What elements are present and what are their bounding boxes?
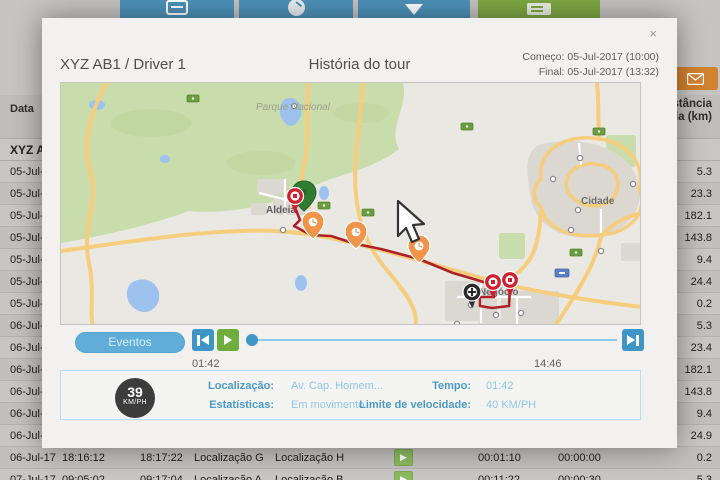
speed-limit-value: 40 KM/PH [486, 399, 537, 411]
cell-from-location: Localização A [194, 474, 262, 480]
printer-icon [527, 3, 551, 15]
modal-title: História do tour [308, 56, 411, 73]
cell-distance: 24.4 [690, 276, 712, 288]
cell-stopped-time: 00:00:00 [558, 452, 601, 464]
skip-to-end-button[interactable] [622, 329, 644, 351]
time-value: 01:42 [486, 380, 514, 392]
arrow-down-icon [405, 4, 423, 15]
pie-chart-icon [287, 0, 305, 16]
statistics-value: Em movimento [291, 399, 365, 411]
toolbar-download-button[interactable] [358, 0, 470, 18]
toolbar-reports-button[interactable] [239, 0, 353, 18]
timeline-slider-track[interactable] [250, 339, 617, 341]
map-label-business: Negócio [479, 287, 518, 298]
location-value: Av. Cap. Homem... [291, 380, 383, 392]
events-button[interactable]: Eventos [75, 332, 185, 353]
cell-date: 07-Jul-17 [10, 474, 56, 480]
end-pin[interactable] [483, 272, 503, 300]
end-pin[interactable] [500, 270, 520, 298]
map-label-park: Parque Nacional [256, 102, 331, 113]
cell-duration: 00:01:10 [478, 452, 521, 464]
skip-end-icon [627, 335, 635, 345]
tour-map[interactable]: Parque Nacional Aldeia Cidade Negócio [60, 82, 641, 325]
road-shields [186, 94, 606, 278]
table-row[interactable]: 06-Jul-17 18:16:12 18:17:22 Localização … [0, 447, 720, 469]
cell-distance: 182.1 [684, 210, 712, 222]
cell-distance: 143.8 [684, 232, 712, 244]
toolbar-list-button[interactable] [120, 0, 234, 18]
skip-start-icon [197, 334, 200, 346]
cell-to-location: Localização B [275, 474, 344, 480]
cell-distance: 24.9 [690, 430, 712, 442]
speed-limit-label: Limite de velocidade: [359, 399, 471, 411]
cell-distance: 0.2 [696, 298, 712, 310]
city-ring-road [532, 136, 640, 238]
skip-to-start-button[interactable] [192, 329, 214, 351]
speed-value: 39 [127, 384, 143, 400]
close-icon[interactable]: × [649, 26, 657, 41]
cell-stopped-time: 00:00:30 [558, 474, 601, 480]
row-play-button[interactable]: ▶ [394, 471, 413, 480]
timeline-slider-handle[interactable] [246, 334, 258, 346]
tour-date-range: Começo: 05-Jul-2017 (10:00) Final: 05-Ju… [522, 50, 659, 80]
cell-distance: 5.3 [696, 474, 712, 480]
location-label: Localização: [207, 380, 274, 392]
timeline-start-time: 01:42 [192, 358, 220, 370]
table-row[interactable]: 07-Jul-17 09:05:02 09:17:04 Localização … [0, 469, 720, 480]
tour-history-modal: × XYZ AB1 / Driver 1 História do tour Co… [42, 18, 677, 448]
email-export-button[interactable] [672, 67, 718, 90]
start-pin[interactable] [285, 186, 305, 214]
cell-start-time: 09:05:02 [62, 474, 105, 480]
built-area [251, 140, 640, 324]
list-icon [166, 0, 188, 15]
cell-distance: 23.3 [690, 188, 712, 200]
cell-date: 06-Jul-17 [10, 452, 56, 464]
cell-distance: 9.4 [696, 408, 712, 420]
play-button[interactable] [217, 329, 239, 351]
speed-badge: 39 KM/PH [115, 378, 155, 418]
toolbar-print-button[interactable] [478, 0, 600, 18]
column-header-date: Data [10, 103, 34, 115]
time-label: Tempo: [432, 380, 471, 392]
envelope-icon [686, 72, 704, 85]
cell-distance: 182.1 [684, 364, 712, 376]
play-icon [224, 335, 232, 345]
cell-from-location: Localização G [194, 452, 264, 464]
cell-distance: 9.4 [696, 254, 712, 266]
statistics-label: Estatísticas: [209, 399, 274, 411]
cell-start-time: 18:16:12 [62, 452, 105, 464]
cell-end-time: 09:17:04 [140, 474, 183, 480]
driver-pin[interactable] [462, 282, 482, 308]
cell-end-time: 18:17:22 [140, 452, 183, 464]
cell-distance: 5.3 [696, 166, 712, 178]
map-label-village: Aldeia [266, 205, 296, 216]
tour-start-datetime: Começo: 05-Jul-2017 (10:00) [522, 51, 659, 63]
cell-to-location: Localização H [275, 452, 345, 464]
timeline-end-time: 14:46 [534, 358, 562, 370]
speed-unit: KM/PH [123, 399, 147, 406]
lake [89, 97, 590, 313]
tour-stats-panel: 39 KM/PH Localização: Av. Cap. Homem... … [60, 370, 641, 420]
mouse-cursor [396, 199, 426, 244]
row-play-button[interactable]: ▶ [394, 449, 413, 466]
cell-distance: 0.2 [696, 452, 712, 464]
tour-route [292, 208, 512, 310]
map-label-city: Cidade [581, 196, 615, 207]
cell-distance: 143.8 [684, 386, 712, 398]
cell-duration: 00:11:22 [478, 474, 521, 480]
stop-clock-pin[interactable] [301, 210, 325, 240]
cell-distance: 23.4 [690, 342, 712, 354]
vehicle-driver-title: XYZ AB1 / Driver 1 [60, 56, 186, 73]
cell-distance: 5.3 [696, 320, 712, 332]
tour-end-datetime: Final: 05-Jul-2017 (13:32) [538, 66, 659, 78]
stop-clock-pin[interactable] [344, 220, 368, 250]
